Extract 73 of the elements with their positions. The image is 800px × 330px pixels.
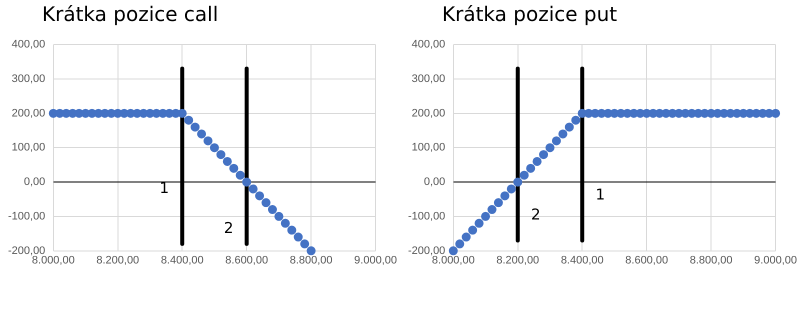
x-tick-label: 8.200,00 bbox=[96, 254, 140, 266]
point bbox=[462, 232, 471, 242]
point bbox=[306, 246, 316, 256]
point bbox=[500, 191, 510, 200]
x-tick-label: 8.000,00 bbox=[432, 254, 475, 266]
point bbox=[571, 116, 580, 125]
y-tick-label: 400,00 bbox=[412, 38, 446, 51]
point bbox=[229, 164, 238, 173]
point bbox=[255, 191, 264, 200]
x-tick-label: 8.400,00 bbox=[160, 254, 204, 266]
point bbox=[494, 198, 503, 208]
point bbox=[268, 205, 277, 214]
point bbox=[455, 239, 464, 248]
chart-title: Krátka pozice call bbox=[42, 2, 218, 26]
point bbox=[204, 136, 213, 146]
point bbox=[248, 184, 258, 194]
point bbox=[558, 129, 568, 138]
y-tick-label: 0,00 bbox=[424, 176, 446, 188]
point bbox=[545, 143, 554, 152]
series-label: 2 bbox=[530, 205, 541, 224]
y-tick-label: 200,00 bbox=[412, 107, 446, 120]
x-tick-label: 8.800,00 bbox=[290, 254, 333, 266]
point bbox=[564, 122, 574, 132]
point bbox=[287, 226, 296, 235]
x-tick-label: 8.200,00 bbox=[496, 254, 540, 266]
y-tick-label: -200,00 bbox=[8, 244, 46, 257]
y-tick-label: 400,00 bbox=[12, 38, 46, 51]
point bbox=[506, 184, 516, 194]
series-label: 1 bbox=[595, 185, 605, 204]
point bbox=[190, 122, 200, 132]
point bbox=[520, 170, 529, 180]
y-tick-label: 0,00 bbox=[24, 176, 46, 188]
y-tick-label: 300,00 bbox=[12, 73, 46, 85]
point bbox=[210, 143, 219, 152]
point bbox=[262, 198, 271, 208]
point bbox=[300, 239, 310, 248]
point bbox=[468, 226, 478, 235]
point bbox=[242, 178, 252, 187]
point bbox=[222, 156, 232, 166]
x-tick-label: 8.600,00 bbox=[225, 254, 268, 266]
y-tick-label: 200,00 bbox=[12, 107, 46, 120]
point bbox=[280, 218, 290, 228]
point bbox=[294, 232, 303, 242]
point bbox=[184, 116, 194, 125]
point bbox=[236, 170, 245, 180]
y-tick-label: -200,00 bbox=[408, 244, 446, 257]
point bbox=[197, 129, 206, 138]
point bbox=[474, 218, 484, 228]
y-tick-label: 100,00 bbox=[412, 142, 446, 154]
y-tick-label: 300,00 bbox=[412, 73, 446, 85]
series-label: 2 bbox=[224, 218, 234, 237]
point bbox=[487, 205, 496, 214]
y-tick-label: -100,00 bbox=[408, 210, 446, 222]
point bbox=[532, 156, 542, 166]
y-tick-label: 100,00 bbox=[12, 142, 46, 154]
series-label: 1 bbox=[159, 178, 169, 197]
x-tick-label: 8.000,00 bbox=[32, 254, 75, 266]
point bbox=[481, 212, 490, 221]
x-tick-label: 9.000,00 bbox=[754, 254, 798, 266]
point bbox=[552, 136, 561, 146]
point bbox=[216, 150, 226, 160]
point bbox=[526, 164, 536, 173]
point bbox=[448, 246, 458, 256]
chart-title: Krátka pozice put bbox=[442, 2, 618, 26]
point bbox=[771, 108, 780, 118]
x-tick-label: 8.400,00 bbox=[560, 254, 604, 266]
y-tick-label: -100,00 bbox=[8, 210, 46, 222]
x-tick-label: 8.600,00 bbox=[625, 254, 668, 266]
point bbox=[539, 150, 548, 160]
point bbox=[274, 212, 284, 221]
x-tick-label: 9.000,00 bbox=[354, 254, 398, 266]
point bbox=[513, 178, 522, 187]
x-tick-label: 8.800,00 bbox=[690, 254, 733, 266]
